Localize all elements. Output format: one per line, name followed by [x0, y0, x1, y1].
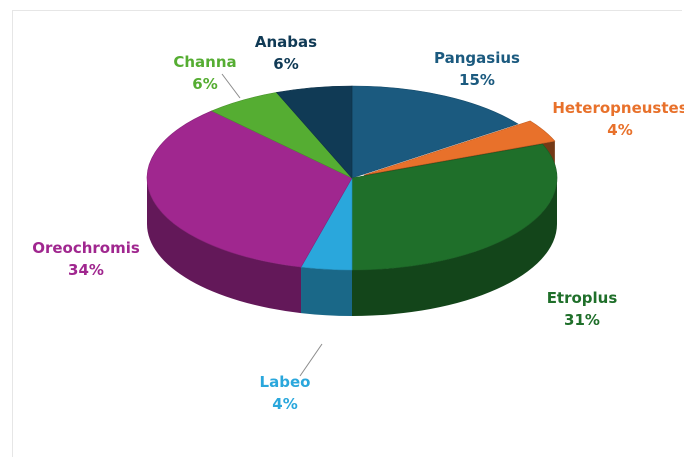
slice-label-channa: Channa: [173, 53, 236, 71]
pie-tops: [146, 85, 558, 271]
slice-label-anabas: Anabas: [255, 33, 317, 51]
pie-side-etroplus: [352, 178, 557, 316]
leader-line-labeo: [299, 343, 323, 377]
slice-value-anabas: 6%: [273, 55, 298, 73]
slice-value-pangasius: 15%: [459, 71, 495, 89]
slice-label-pangasius: Pangasius: [434, 49, 520, 67]
pie-slice-pangasius: [351, 85, 519, 179]
slice-label-oreochromis: Oreochromis: [32, 239, 140, 257]
slice-label-heteropneustes: Heteropneustes: [552, 99, 684, 117]
slice-value-etroplus: 31%: [564, 311, 600, 329]
pie-slice-heteropneustes: [364, 120, 556, 176]
pie-side-oreochromis: [147, 178, 302, 314]
leader-line-channa: [221, 73, 241, 99]
pie-slice-oreochromis: [146, 110, 353, 268]
slice-value-labeo: 4%: [272, 395, 297, 413]
slice-value-oreochromis: 34%: [68, 261, 104, 279]
slice-value-heteropneustes: 4%: [607, 121, 632, 139]
slice-label-etroplus: Etroplus: [547, 289, 618, 307]
pie-slice-anabas: [275, 85, 353, 179]
pie-side-labeo: [301, 267, 352, 316]
slice-value-channa: 6%: [192, 75, 217, 93]
chart-frame: [12, 10, 682, 457]
pie-slice-etroplus: [351, 143, 558, 271]
slice-label-labeo: Labeo: [260, 373, 311, 391]
pie-labels: Pangasius 15% Heteropneustes 4% Etroplus 31% L…: [32, 33, 684, 413]
